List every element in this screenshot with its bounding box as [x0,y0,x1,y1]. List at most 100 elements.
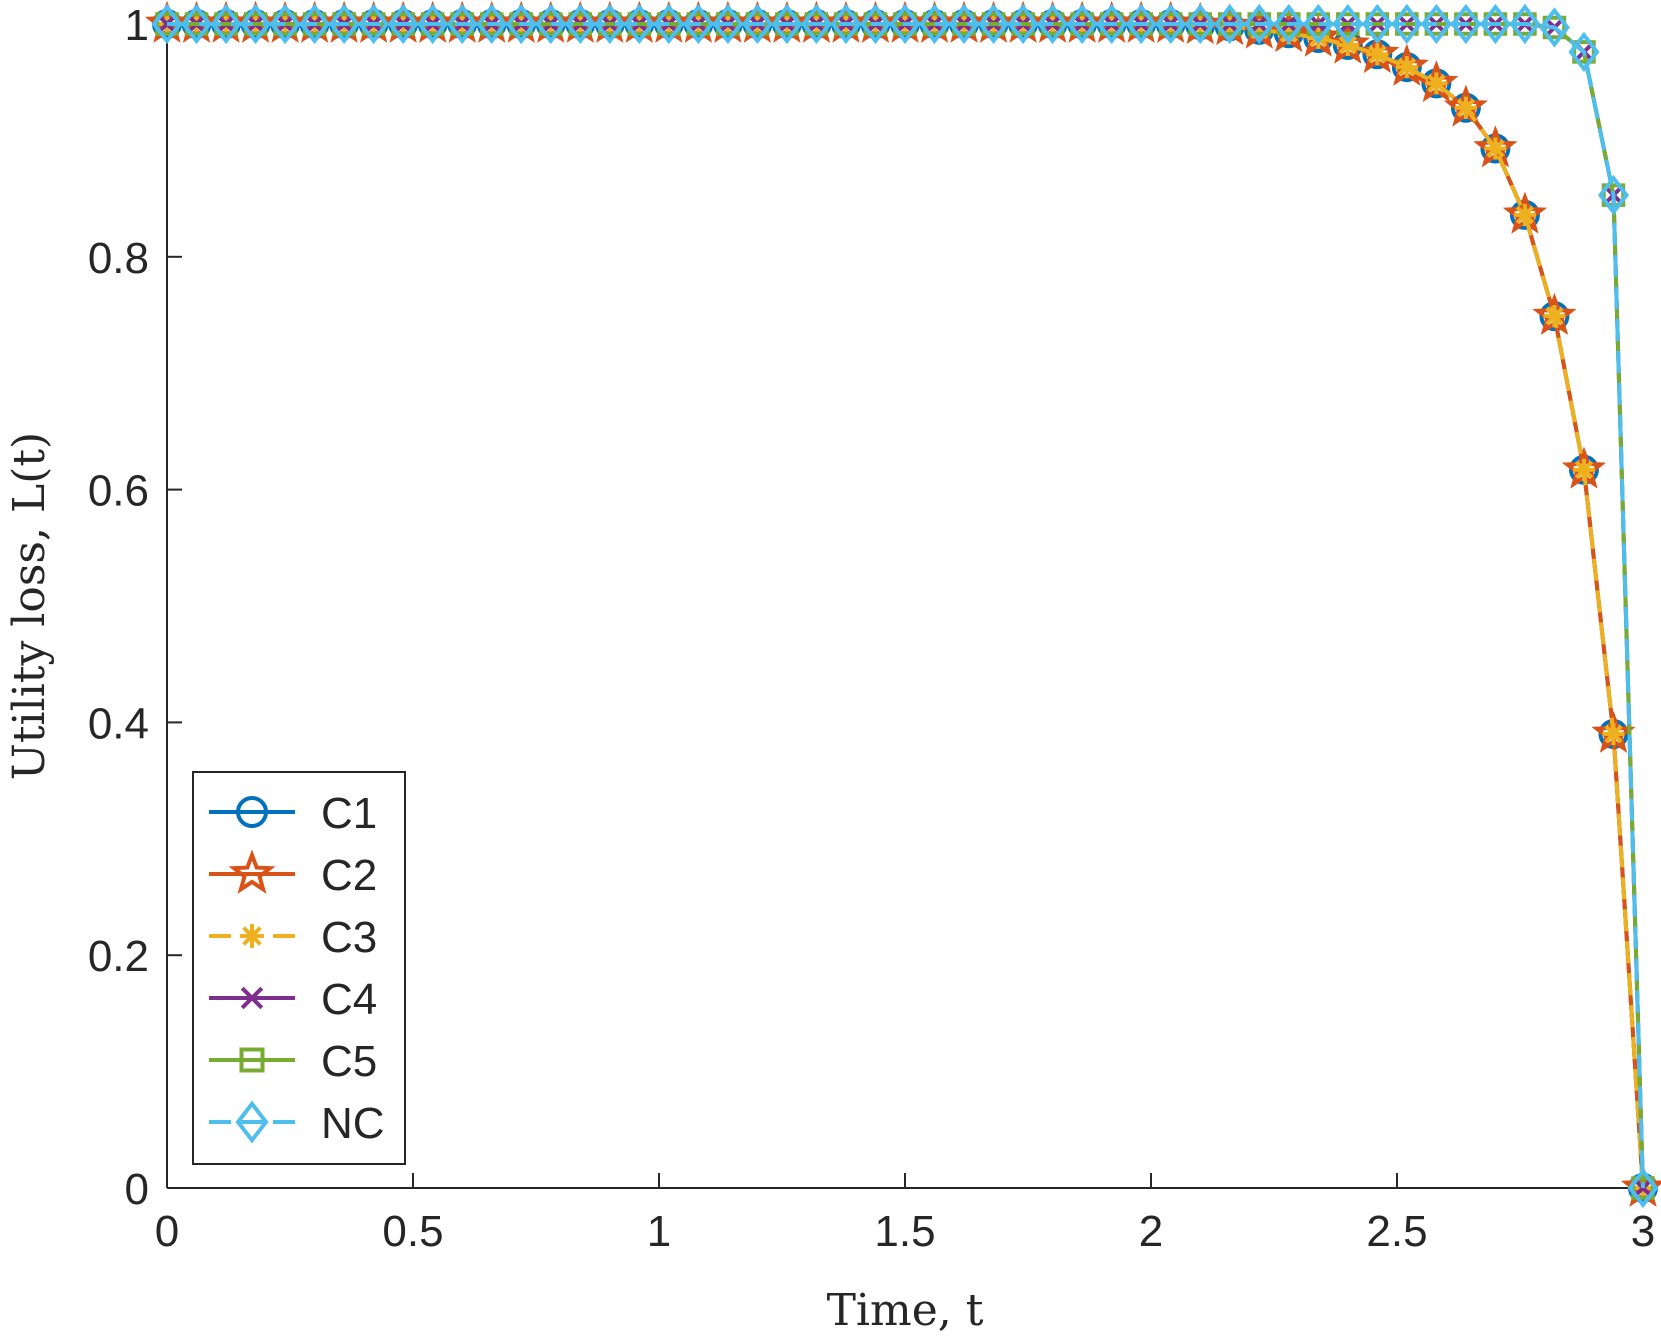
y-tick-label: 0 [125,1165,149,1214]
marker-diamond [1509,3,1541,45]
marker-diamond [1066,3,1098,45]
marker-asterisk [1602,722,1625,746]
marker-diamond [299,3,331,45]
marker-diamond [1627,1167,1659,1209]
marker-diamond [1184,3,1216,45]
marker-diamond [1273,3,1305,45]
y-tick-label: 0.8 [88,234,149,283]
x-tick-label: 1.5 [874,1207,935,1256]
marker-diamond [1332,3,1364,45]
legend-item-c5: C5 [209,1037,377,1086]
marker-asterisk [1248,18,1271,41]
marker-diamond [446,3,478,45]
marker-diamond [235,1100,269,1144]
marker-diamond [948,3,980,45]
marker-asterisk [1336,33,1359,57]
y-tick-label: 0.2 [88,932,149,981]
x-tick-label: 3 [1631,1207,1655,1256]
marker-circle [236,796,268,828]
marker-diamond [859,3,892,45]
marker-diamond [1007,3,1039,45]
x-tick-label: 2 [1139,1207,1163,1256]
legend: C1 C2 C3 C4 C5 NC [192,771,406,1165]
marker-diamond [1302,3,1334,45]
marker-diamond [830,3,862,45]
x-axis-title: Time, t [827,1285,984,1336]
y-tick-label: 1 [125,1,149,50]
marker-diamond [1538,7,1570,48]
marker-asterisk [1484,137,1507,160]
legend-label: C4 [321,975,377,1024]
marker-diamond [1361,3,1393,45]
marker-square [239,1047,265,1073]
marker-star [228,849,276,894]
marker-square [1631,1176,1655,1200]
marker-diamond [210,3,242,45]
marker-asterisk [1543,305,1566,328]
marker-diamond [417,3,449,45]
marker-diamond [653,3,685,45]
marker-diamond [328,3,360,45]
marker-asterisk [1366,43,1389,66]
plot-area [166,24,1643,1189]
marker-diamond [741,3,773,45]
y-tick-label: 0.6 [88,467,149,516]
tick-labels: 0 0.5 1 1.5 2 2.5 3 0 0.2 0.4 0.6 0.8 1 [88,1,1655,1256]
marker-diamond [623,3,655,45]
marker-diamond [1125,3,1157,45]
marker-diamond [240,3,272,45]
marker-diamond [1155,3,1187,45]
marker-diamond [1214,3,1246,45]
y-tick-label: 0.4 [88,699,149,748]
legend-item-c2: C2 [209,849,377,900]
marker-diamond [269,3,301,45]
series-layer [144,0,1661,1209]
x-tick-label: 1 [647,1207,671,1256]
marker-asterisk [240,924,264,948]
axis-titles: Time, t Utility loss, L(t) [4,432,984,1336]
x-tick-label: 0.5 [382,1207,443,1256]
legend-label: C2 [321,851,377,900]
marker-x [240,986,264,1010]
legend-item-c1: C1 [209,789,377,838]
series-nc [151,3,1659,1209]
marker-diamond [1391,3,1423,45]
legend-item-c3: C3 [209,913,377,962]
marker-asterisk [1572,458,1596,481]
marker-diamond [712,3,744,45]
marker-diamond [535,3,567,45]
plot-background [167,24,1643,1188]
legend-box [192,771,406,1165]
marker-diamond [180,3,213,45]
legend-item-nc: NC [209,1099,385,1148]
marker-diamond [1568,31,1600,73]
marker-diamond [1096,3,1128,45]
x-tick-label: 0 [155,1207,179,1256]
legend-label: C1 [321,789,377,838]
marker-diamond [594,3,626,45]
marker-asterisk [1454,96,1477,119]
marker-diamond [1420,3,1452,45]
marker-diamond [978,3,1010,45]
marker-diamond [1479,3,1511,45]
legend-item-c4: C4 [209,975,377,1024]
marker-diamond [800,3,832,45]
marker-asterisk [1395,56,1418,79]
marker-diamond [387,3,419,45]
legend-label: C5 [321,1037,377,1086]
marker-diamond [1243,3,1275,45]
marker-diamond [476,3,508,45]
marker-diamond [918,3,951,45]
marker-asterisk [1513,203,1536,226]
x-tick-label: 2.5 [1366,1207,1427,1256]
marker-square [1572,40,1596,64]
marker-diamond [151,3,183,45]
marker-diamond [564,3,596,45]
marker-diamond [358,3,390,45]
legend-label: NC [321,1099,385,1148]
marker-diamond [771,3,803,45]
marker-diamond [1597,174,1630,216]
marker-diamond [682,3,714,45]
